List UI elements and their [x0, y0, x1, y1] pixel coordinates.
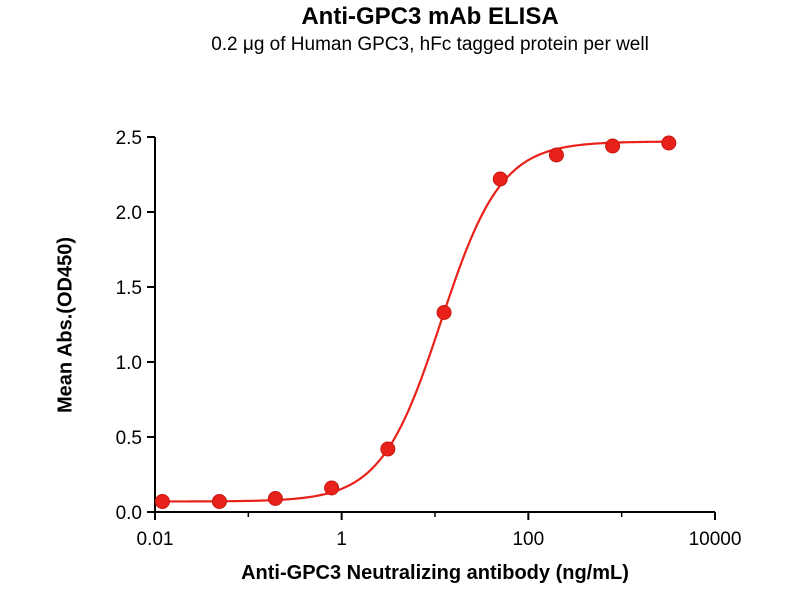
- y-tick-label: 2.5: [116, 128, 142, 149]
- y-tick-label: 1.5: [116, 278, 142, 299]
- x-tick-label: 1: [336, 529, 347, 550]
- data-point: [154, 494, 170, 509]
- x-tick-label: 10000: [689, 529, 742, 550]
- data-point: [605, 138, 621, 154]
- x-axis-label: Anti-GPC3 Neutralizing antibody (ng/mL): [241, 562, 629, 584]
- data-point: [661, 135, 677, 151]
- data-point: [548, 147, 564, 163]
- y-tick-label: 0.5: [116, 428, 142, 449]
- chart-subtitle: 0.2 μg of Human GPC3, hFc tagged protein…: [211, 34, 649, 55]
- data-point: [324, 480, 340, 496]
- y-tick-label: 0.0: [116, 503, 142, 524]
- y-tick-label: 1.0: [116, 353, 142, 374]
- x-tick-label: 100: [512, 529, 544, 550]
- y-tick-label: 2.0: [116, 203, 142, 224]
- data-point: [380, 441, 396, 457]
- data-point: [436, 305, 452, 320]
- x-tick-label: 0.01: [137, 529, 174, 550]
- fit-curve: [162, 140, 669, 503]
- title-block: Anti-GPC3 mAb ELISA 0.2 μg of Human GPC3…: [60, 2, 800, 58]
- data-point: [267, 491, 283, 506]
- data-point: [211, 494, 227, 509]
- data-point: [492, 171, 508, 187]
- chart-title: Anti-GPC3 mAb ELISA: [301, 3, 559, 30]
